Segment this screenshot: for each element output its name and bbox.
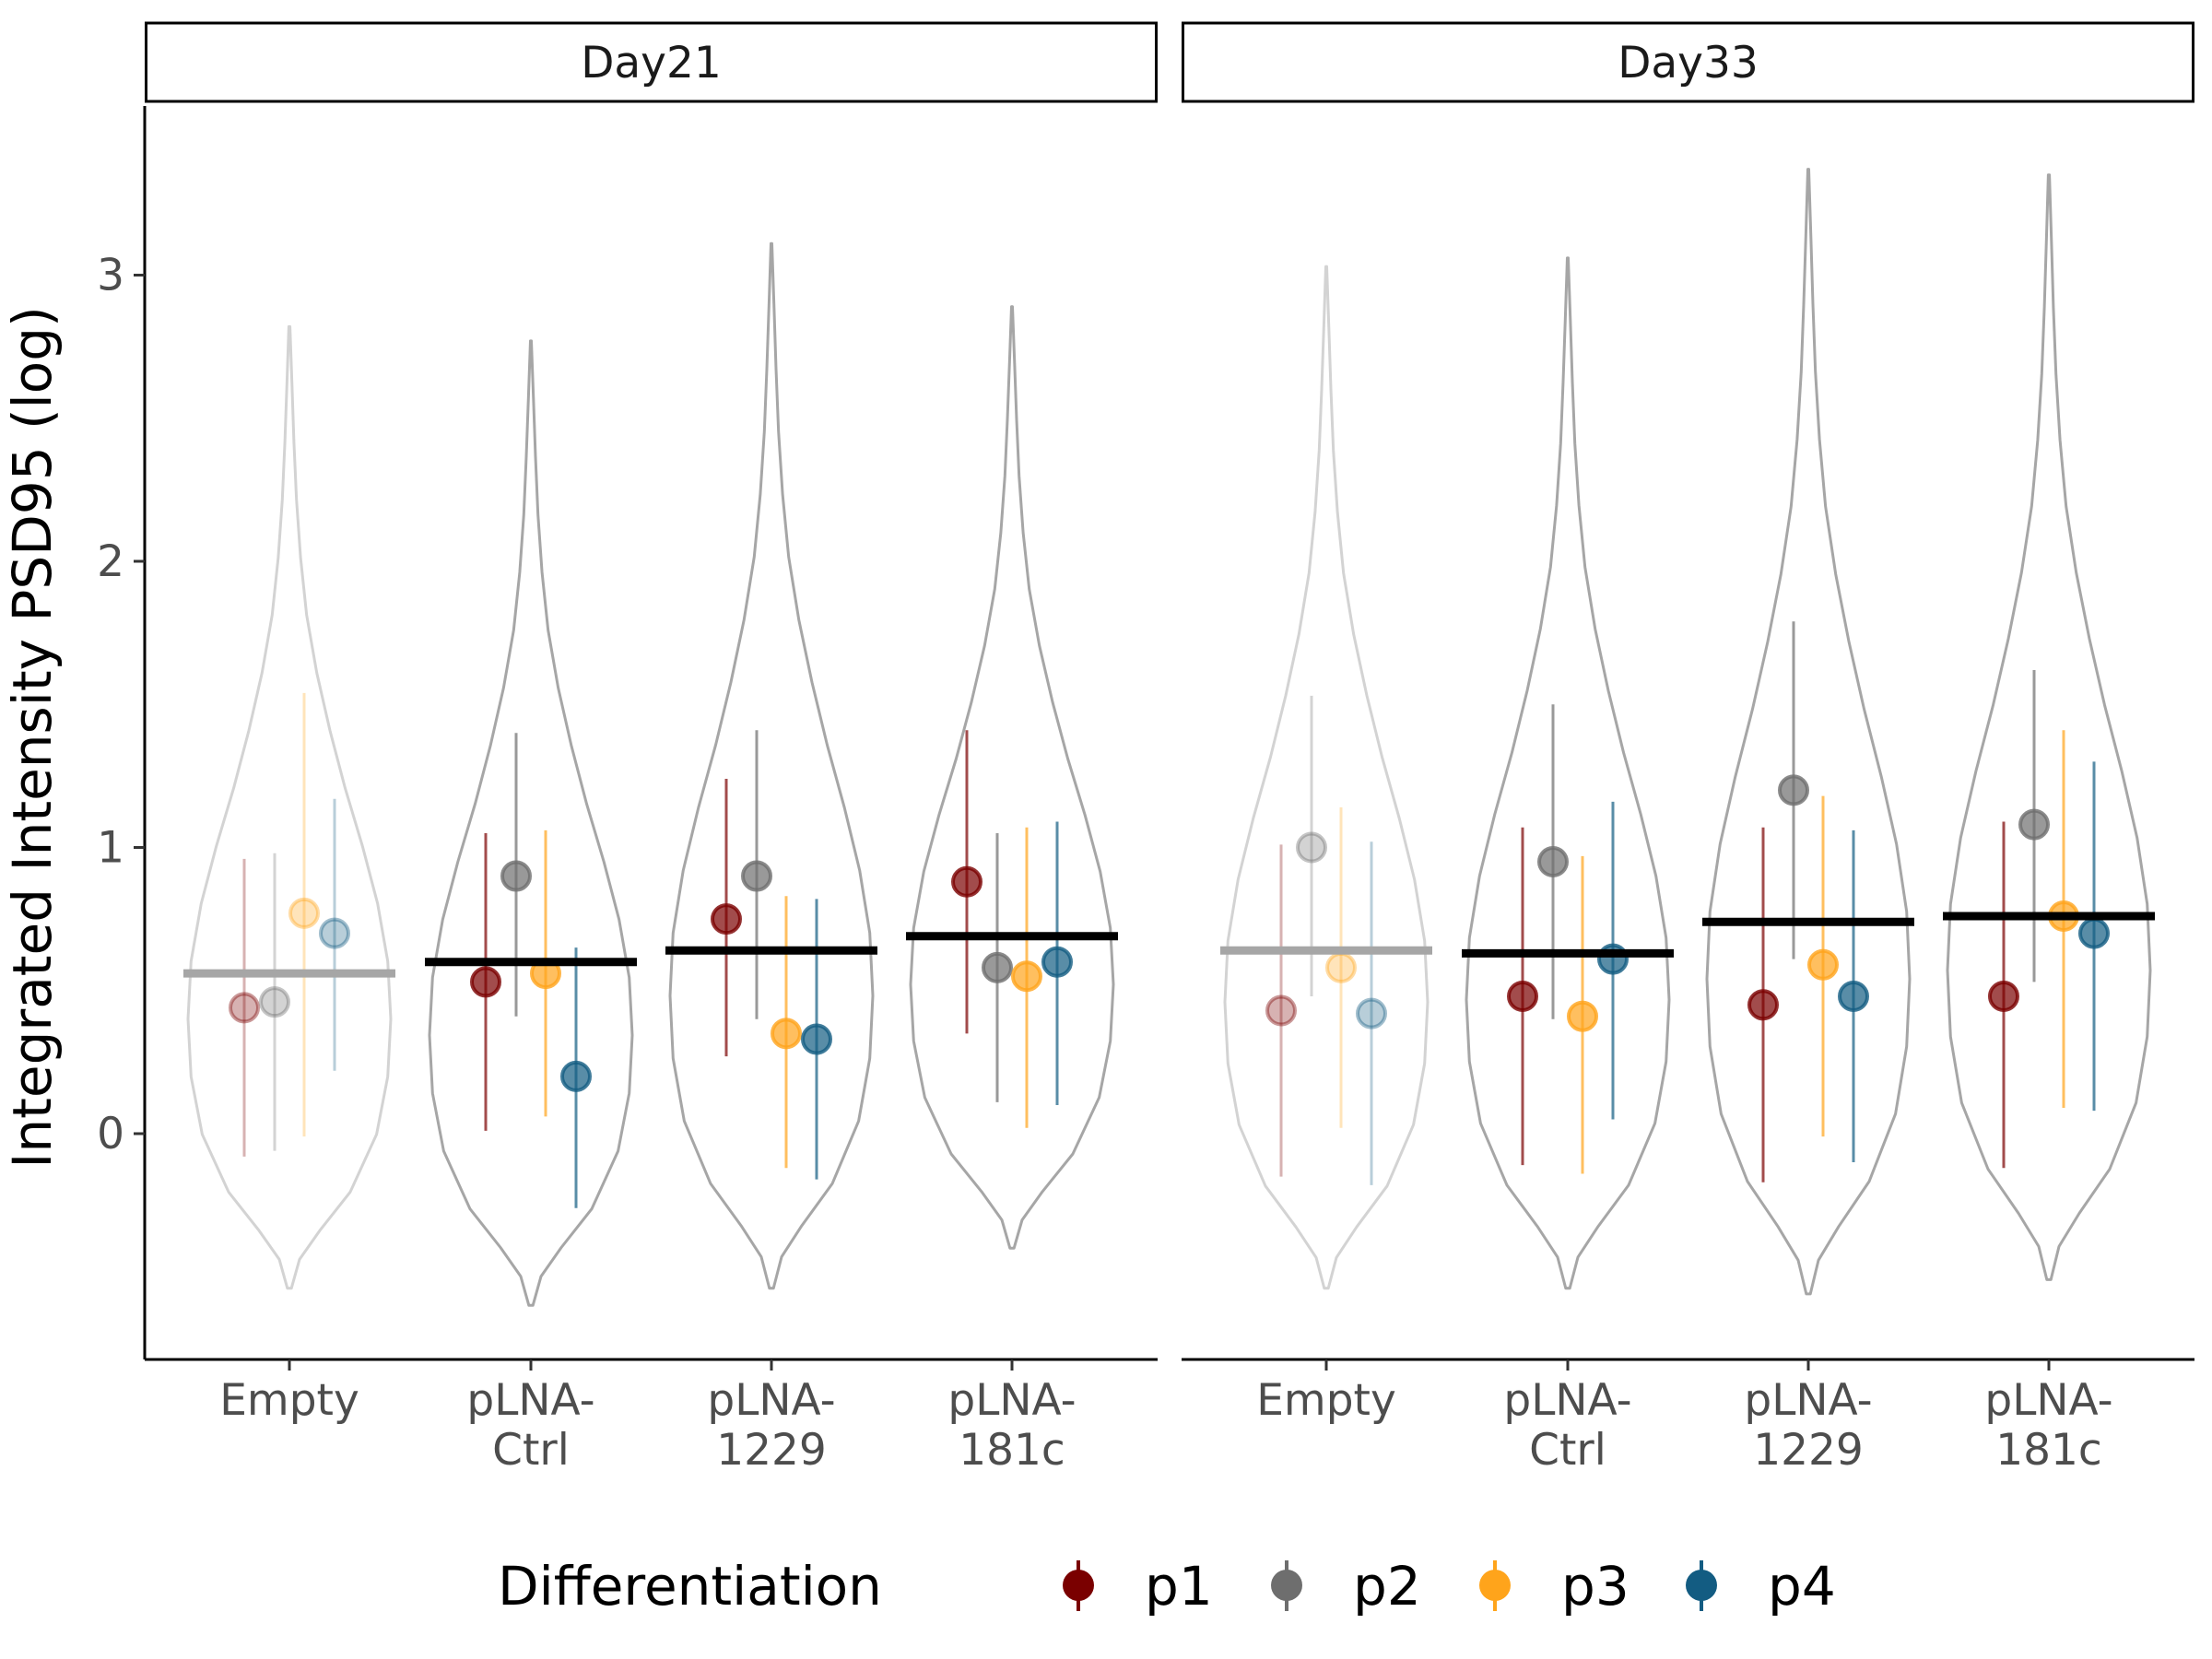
x-tick-label-line: Empty (1256, 1375, 1396, 1426)
violin-shape (668, 241, 875, 1290)
x-tick-label: Empty (219, 1375, 359, 1426)
data-point (1537, 846, 1569, 878)
legend-key-dot (1686, 1570, 1717, 1601)
legend-key-dot (1479, 1570, 1511, 1601)
data-point (560, 1060, 592, 1092)
violin-shape (1705, 168, 1912, 1296)
x-tick-label: pLNA-1229 (1744, 1375, 1872, 1476)
data-point (1011, 960, 1042, 993)
data-point (1265, 994, 1297, 1027)
data-point (771, 1018, 802, 1050)
legend: Differentiation p1 p2 p3 p4 (498, 1555, 1836, 1618)
x-tick-label-line: pLNA- (707, 1375, 835, 1426)
legend-title: Differentiation (498, 1555, 882, 1618)
y-tick-label: 2 (97, 536, 124, 587)
facet-strip-box (145, 21, 1158, 103)
data-point (1041, 946, 1073, 978)
x-tick-label-line: 1229 (716, 1425, 827, 1476)
y-axis: 0 1 2 3 (97, 106, 147, 1359)
violin-shape (1946, 173, 2152, 1281)
legend-key-dot (1271, 1570, 1302, 1601)
data-point (2078, 917, 2110, 949)
y-tick-label: 1 (97, 823, 124, 874)
x-tick-label: pLNA-1229 (707, 1375, 835, 1476)
legend-label: p2 (1353, 1555, 1421, 1618)
data-point (1325, 951, 1357, 983)
y-axis-title: Integrated Intensity PSD95 (log) (1, 306, 64, 1168)
legend-label: p3 (1561, 1555, 1630, 1618)
data-point (288, 897, 320, 929)
data-point (801, 1023, 832, 1055)
legend-label: p1 (1145, 1555, 1213, 1618)
violin-shape (186, 324, 393, 1290)
data-point (982, 951, 1013, 983)
data-point (259, 986, 290, 1018)
x-tick-label-line: pLNA- (1503, 1375, 1631, 1426)
facet-strip-label: Day33 (1618, 38, 1759, 88)
y-tick-label: 0 (97, 1109, 124, 1159)
x-tick-label: pLNA-181c (1984, 1375, 2112, 1476)
data-point (1988, 980, 2019, 1012)
data-point (1356, 997, 1387, 1030)
data-point (711, 903, 742, 935)
x-tick-label: pLNA-Ctrl (466, 1375, 594, 1476)
data-point (500, 860, 532, 892)
data-point (229, 992, 260, 1024)
x-tick-label-line: pLNA- (947, 1375, 1076, 1426)
violin-shape (1465, 256, 1671, 1290)
legend-label: p4 (1768, 1555, 1836, 1618)
x-tick-label-line: 181c (1995, 1425, 2102, 1476)
x-tick-label: pLNA-Ctrl (1503, 1375, 1631, 1476)
data-point (470, 966, 501, 998)
x-tick-label-line: pLNA- (1744, 1375, 1872, 1426)
x-tick-label-line: Ctrl (492, 1425, 570, 1476)
x-tick-label-line: pLNA- (466, 1375, 594, 1426)
violin-shape (428, 339, 634, 1307)
data-point (319, 917, 350, 949)
data-point (1778, 774, 1809, 806)
x-tick-label-line: pLNA- (1984, 1375, 2112, 1426)
violin-shape (909, 305, 1115, 1250)
data-point (1296, 831, 1327, 864)
x-tick-label-line: Ctrl (1529, 1425, 1606, 1476)
data-point (951, 865, 982, 898)
violin-shape (1223, 265, 1430, 1290)
x-tick-label: pLNA-181c (947, 1375, 1076, 1476)
data-point (1838, 980, 1869, 1012)
data-point (1747, 989, 1779, 1021)
y-tick-label: 3 (97, 251, 124, 301)
x-tick-label: Empty (1256, 1375, 1396, 1426)
data-point (2018, 808, 2050, 841)
x-tick-label-line: 1229 (1753, 1425, 1864, 1476)
facet-strip-label: Day21 (581, 38, 722, 88)
x-tick-label-line: Empty (219, 1375, 359, 1426)
facet-strips: Day21 Day33 (145, 21, 2194, 103)
facet-strip-box (1182, 21, 2194, 103)
data-point (1507, 980, 1538, 1012)
data-point (741, 860, 772, 892)
legend-key-dot (1063, 1570, 1094, 1601)
data-point (1567, 1000, 1598, 1032)
data-point (1807, 948, 1839, 981)
x-tick-label-line: 181c (959, 1425, 1065, 1476)
